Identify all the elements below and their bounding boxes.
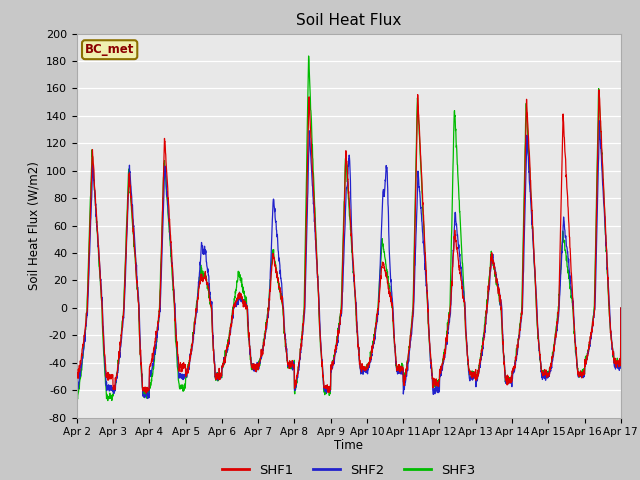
SHF2 <box>617 305 625 311</box>
SHF1 <box>617 305 625 311</box>
SHF1 <box>143 390 150 396</box>
SHF2 <box>144 396 152 401</box>
SHF3 <box>617 305 625 311</box>
SHF1 <box>507 380 515 385</box>
SHF3 <box>377 261 385 267</box>
Line: SHF3: SHF3 <box>77 56 621 401</box>
SHF3 <box>104 398 111 404</box>
SHF1 <box>584 350 592 356</box>
SHF1 <box>376 278 384 284</box>
SHF2 <box>569 302 577 308</box>
Text: BC_met: BC_met <box>85 43 134 56</box>
Y-axis label: Soil Heat Flux (W/m2): Soil Heat Flux (W/m2) <box>28 161 40 290</box>
SHF2 <box>376 255 384 261</box>
SHF3 <box>305 53 312 59</box>
SHF1 <box>73 370 81 376</box>
SHF3 <box>365 361 372 367</box>
Line: SHF2: SHF2 <box>77 121 621 398</box>
SHF3 <box>570 310 577 315</box>
SHF1 <box>595 87 603 93</box>
Line: SHF1: SHF1 <box>77 90 621 393</box>
SHF2 <box>584 348 592 354</box>
SHF1 <box>569 298 577 303</box>
SHF2 <box>225 342 232 348</box>
SHF3 <box>73 390 81 396</box>
X-axis label: Time: Time <box>334 439 364 452</box>
SHF1 <box>225 338 232 344</box>
Title: Soil Heat Flux: Soil Heat Flux <box>296 13 401 28</box>
Legend: SHF1, SHF2, SHF3: SHF1, SHF2, SHF3 <box>217 458 481 480</box>
SHF2 <box>596 118 604 124</box>
SHF3 <box>584 348 592 353</box>
SHF3 <box>508 375 515 381</box>
SHF2 <box>73 385 81 391</box>
SHF2 <box>507 379 515 384</box>
SHF2 <box>365 363 372 369</box>
SHF3 <box>225 335 232 340</box>
SHF1 <box>365 360 372 365</box>
